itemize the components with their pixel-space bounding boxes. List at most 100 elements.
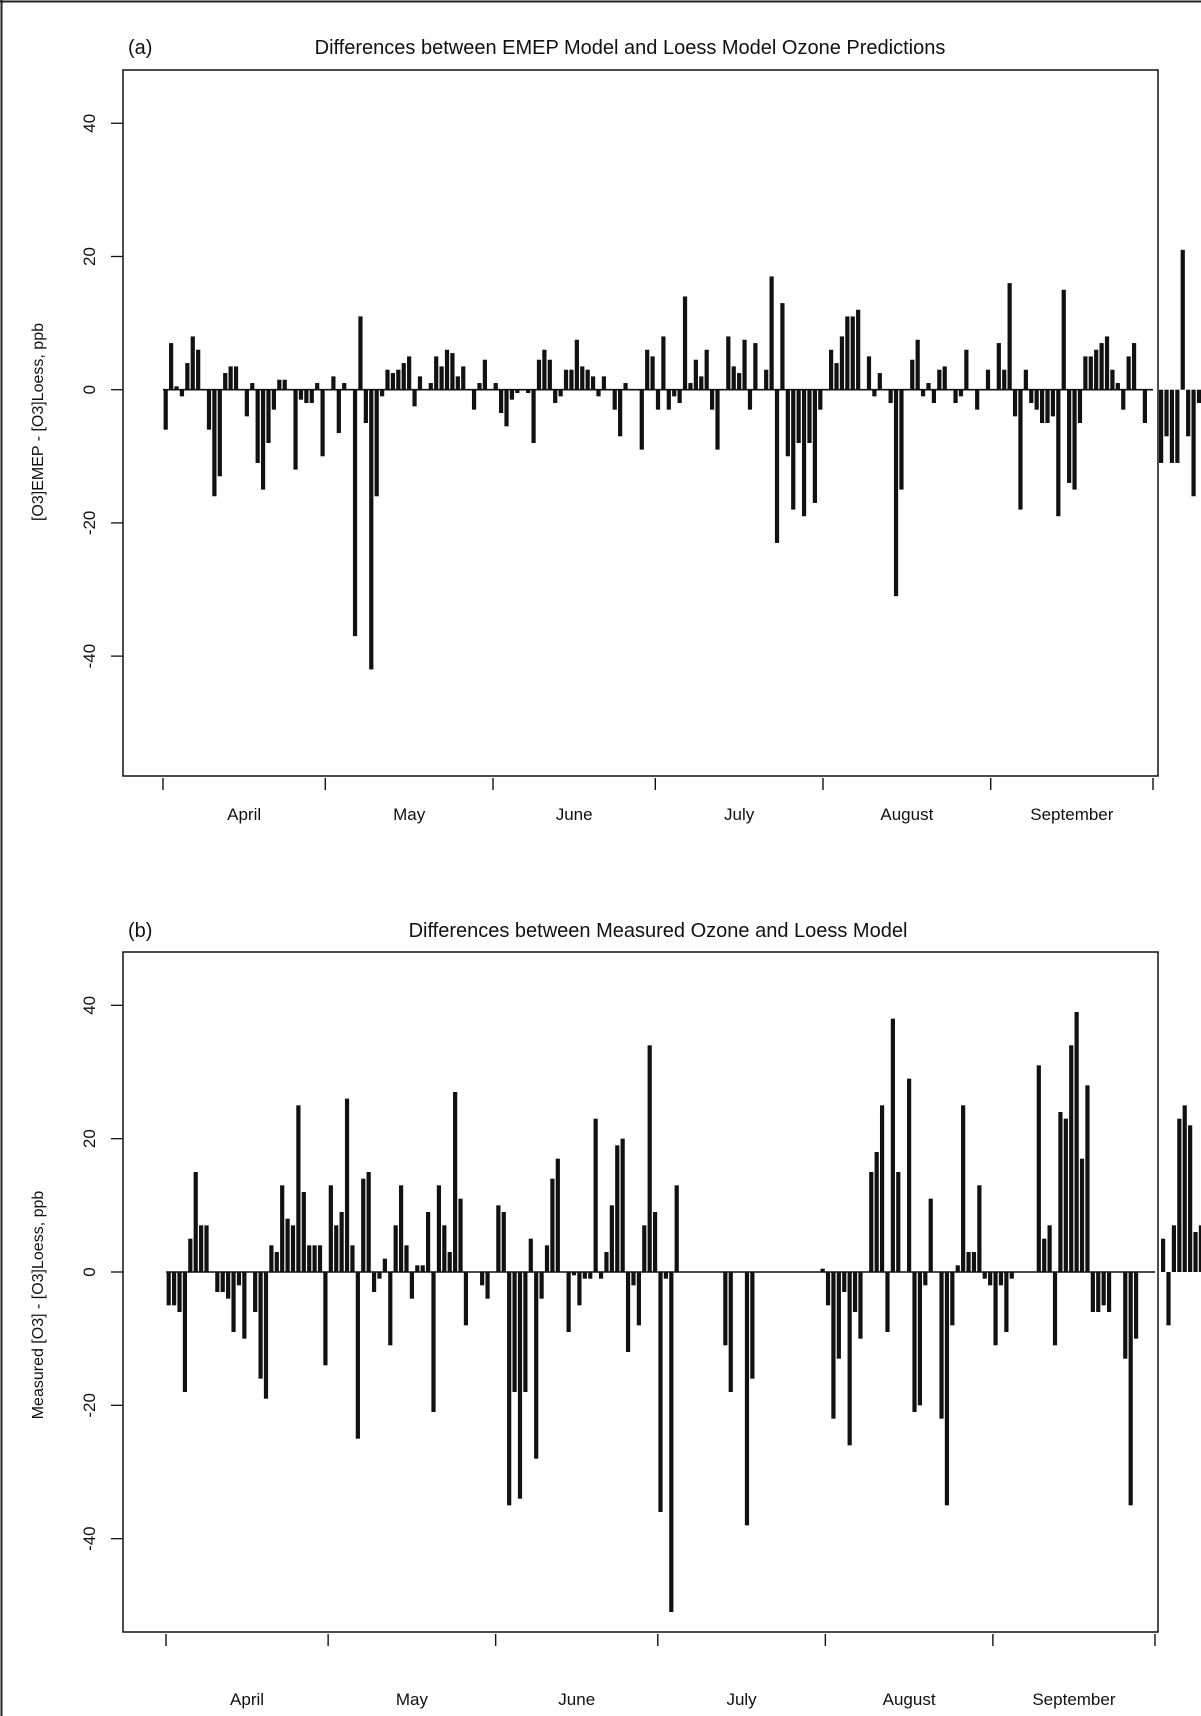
panel-b-bar-71 (550, 1178, 555, 1272)
panel-a-bar-100 (704, 349, 709, 390)
panel-b-bar-161 (1036, 1065, 1041, 1272)
panel-a-bar-127 (850, 316, 855, 390)
panel-a-bar-162 (1039, 389, 1045, 423)
panel-b-bar-126 (847, 1272, 852, 1446)
panel-b-bar-154 (998, 1272, 1004, 1286)
panel-a-bar-20 (271, 389, 277, 410)
panel-a-bar-63 (504, 389, 509, 427)
panel-b-bar-170 (1085, 1085, 1090, 1272)
panel-b-bar-177 (1123, 1272, 1128, 1359)
panel-b-bar-9 (215, 1272, 220, 1292)
panel-b-ytick-label-40: 40 (80, 996, 99, 1015)
panel-a-bar-24 (293, 389, 298, 470)
panel-b-bar-26 (307, 1245, 312, 1272)
panel-a-bar-25 (298, 389, 304, 400)
panel-b-bar-35 (355, 1272, 360, 1439)
panel-a-bar-172 (1094, 349, 1099, 390)
panel-a-bar-80 (596, 389, 601, 397)
panel-a-bar-68 (531, 389, 536, 443)
panel-a-bars (163, 249, 1201, 670)
panel-b-bar-132 (879, 1105, 885, 1272)
panel-a-bar-131 (872, 389, 877, 397)
panel-b-bar-65 (517, 1272, 523, 1499)
panel-b-bars (166, 1012, 1201, 1612)
panel-a-bar-33 (342, 383, 347, 390)
panel-b-bar-33 (344, 1098, 350, 1272)
panel-a-bar-101 (709, 389, 715, 410)
panel-b-month-label-july: July (726, 1690, 757, 1709)
panel-a-bar-168 (1072, 389, 1077, 490)
panel-a-ytick-label-20: 20 (80, 247, 99, 266)
panel-a-bar-107 (742, 339, 747, 390)
panel-b-bar-172 (1096, 1272, 1101, 1312)
panel-a-bar-98 (693, 359, 698, 390)
panel-a-bar-4 (185, 363, 190, 390)
panel-a-bar-188 (1180, 249, 1185, 390)
panel-b-bar-146 (955, 1265, 960, 1272)
panel-b-bar-144 (944, 1272, 950, 1506)
panel-b-bar-138 (912, 1272, 917, 1412)
panel-b-bar-34 (350, 1245, 355, 1272)
panel-a-bar-38 (369, 389, 374, 670)
panel-b-bar-49 (431, 1272, 436, 1412)
panel-b-bar-190 (1193, 1232, 1198, 1272)
panel-b-month-label-may: May (396, 1690, 429, 1709)
panel-a-bar-187 (1175, 389, 1180, 463)
panel-a-bar-179 (1131, 343, 1137, 390)
panel-a-bar-47 (417, 376, 423, 390)
panel-b-bar-59 (485, 1272, 490, 1299)
panel-b-bar-191 (1198, 1225, 1201, 1272)
panel-a-bar-79 (590, 376, 596, 390)
panel-a-bar-75 (569, 369, 574, 390)
panel-b-bar-45 (409, 1272, 414, 1299)
panel-a-bar-77 (580, 366, 585, 390)
panel-a-bar-58 (477, 383, 482, 390)
panel-b-bar-58 (480, 1272, 485, 1286)
panel-a-bar-155 (1002, 369, 1007, 390)
panel-b-bar-0 (166, 1272, 171, 1306)
panel-a-bar-39 (374, 389, 379, 497)
panel-b-bar-167 (1069, 1045, 1074, 1272)
panel-a-bar-116 (791, 389, 796, 510)
panel-a-bar-17 (255, 389, 260, 463)
panel-a-bar-32 (336, 389, 341, 433)
panel-b-bar-30 (328, 1185, 333, 1272)
panel-a-bar-9 (212, 389, 217, 497)
panel-a-bar-64 (509, 389, 515, 400)
panel-b-bar-164 (1052, 1272, 1058, 1346)
panel-b-bar-61 (496, 1205, 501, 1272)
panel-a-bar-166 (1061, 289, 1066, 390)
panel-b-bar-23 (290, 1225, 296, 1272)
panel-b-ytick-label--20: -20 (80, 1393, 99, 1418)
panel-a-bar-121 (818, 389, 823, 410)
panel-b-bar-41 (388, 1272, 393, 1346)
panel-a-bar-35 (352, 389, 358, 637)
panel-a-bar-144 (942, 366, 947, 390)
panel-b-bar-156 (1009, 1272, 1014, 1279)
panel-a-bar-95 (677, 389, 682, 404)
panel-b-bar-94 (674, 1185, 679, 1272)
panel-b-bar-83 (615, 1145, 620, 1272)
panel-b-bar-139 (917, 1272, 923, 1406)
panel-b-ytick-label-20: 20 (80, 1129, 99, 1148)
panel-b-bar-153 (993, 1272, 998, 1346)
panel-a-bar-175 (1110, 369, 1115, 390)
panel-a-label: (a) (128, 37, 152, 59)
panel-a-ytick-label--20: -20 (80, 511, 99, 536)
panel-a-bar-0 (163, 389, 168, 430)
panel-b-bar-47 (420, 1265, 425, 1272)
panel-a-ytick-label-0: 0 (80, 385, 99, 394)
panel-b-bar-13 (236, 1272, 242, 1286)
panel-b-label: (b) (128, 920, 152, 942)
panel-a-bar-55 (461, 366, 466, 390)
panel-b-plot-frame (122, 951, 1159, 1633)
panel-a-bar-123 (829, 349, 834, 390)
chart-panel-b: (b) Differences between Measured Ozone a… (30, 920, 1201, 1709)
panel-b-bar-85 (625, 1272, 631, 1352)
panel-b-bar-163 (1047, 1225, 1052, 1272)
panel-a-bar-59 (482, 359, 487, 390)
panel-a-bar-92 (661, 336, 666, 390)
panel-a-bar-62 (499, 389, 504, 414)
panel-a-bar-167 (1067, 389, 1072, 483)
